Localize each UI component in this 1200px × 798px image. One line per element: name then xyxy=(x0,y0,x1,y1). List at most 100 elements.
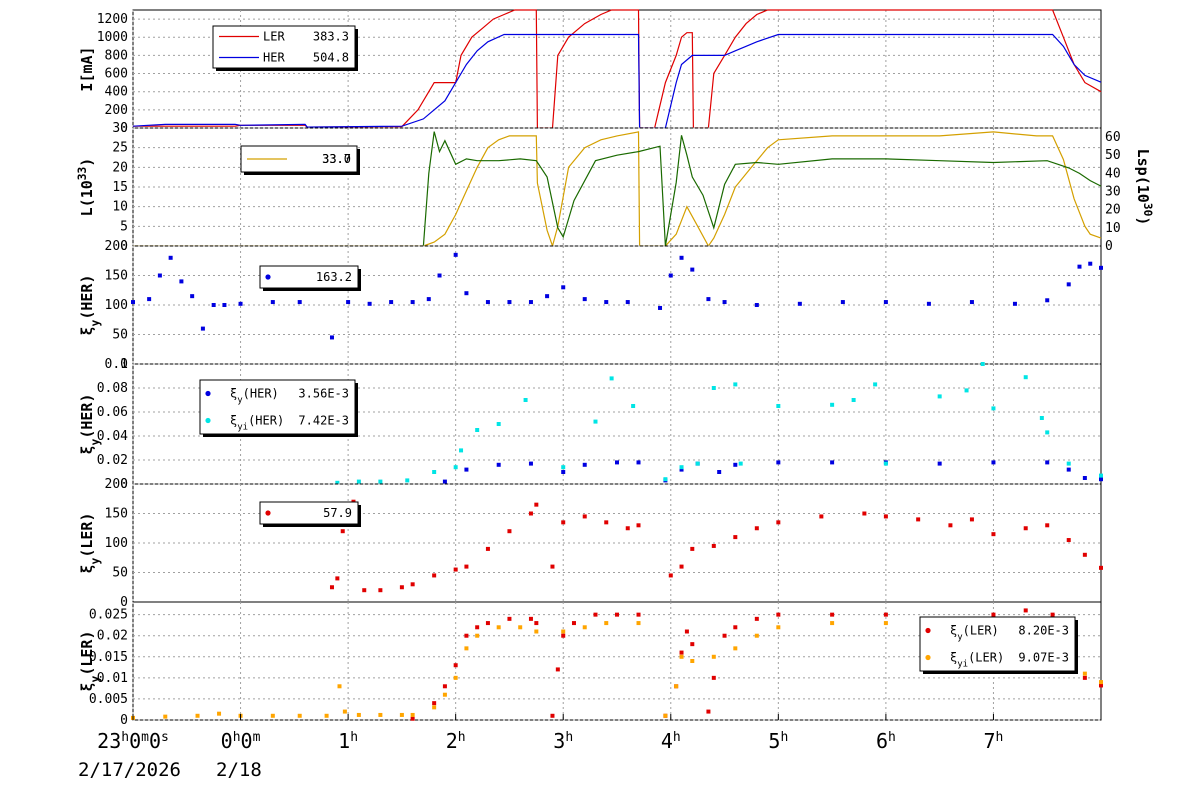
panel-4-series-2-point xyxy=(453,465,458,470)
panel-6-series-1-point xyxy=(776,612,781,617)
panel-6-series-2-point xyxy=(582,625,587,630)
panel-2-ytick-label: 20 xyxy=(112,160,128,175)
panel-4-series-2-point xyxy=(964,388,969,393)
panel-6-series-1-point xyxy=(1050,612,1055,617)
panel-5-legend xyxy=(259,501,359,525)
panel-5-ytick-label: 200 xyxy=(105,477,128,492)
panel-4-series-2-point xyxy=(663,477,668,482)
panel-4-series-2-point xyxy=(356,479,361,484)
panel-6-series-1-point xyxy=(615,612,619,617)
panel-2-legend-value-2: 33.7 xyxy=(322,152,351,166)
panel-3-series-1-point xyxy=(222,303,227,307)
panel-4-legend-value: 7.42E-3 xyxy=(298,414,349,428)
panel-5-series-1-point xyxy=(1082,552,1087,557)
panel-4-series-2-point xyxy=(561,465,566,470)
panel-6-series-2-point xyxy=(410,712,415,717)
panel-2-y2tick-label: 40 xyxy=(1105,166,1121,181)
panel-3-series-1-point xyxy=(1088,261,1093,266)
panel-6-series-1-point xyxy=(410,716,415,721)
panel-5-series-1-point xyxy=(329,585,334,590)
panel-1-ytick-label: 1200 xyxy=(97,12,128,27)
panel-4-legend-value: 3.56E-3 xyxy=(298,387,349,401)
panel-5-ytick-label: 0 xyxy=(120,595,128,610)
panel-5-series-1-point xyxy=(1066,538,1071,543)
panel-5-ytick-label: 100 xyxy=(105,536,128,551)
panel-3-series-1-point xyxy=(1077,264,1082,269)
panel-4-series-1-point xyxy=(1099,477,1103,482)
panel-5-series-1-point xyxy=(604,520,609,525)
panel-2-ytick-label: 10 xyxy=(112,200,128,215)
panel-4-series-2-point xyxy=(679,465,684,470)
panel-3-series-1-point xyxy=(561,285,566,290)
x-time-label: 2h xyxy=(446,729,466,753)
panel-6-series-2-point xyxy=(356,712,361,717)
panel-3-series-1-point xyxy=(346,300,351,305)
panel-6-series-2-point xyxy=(604,621,609,626)
panel-6-series-2-point xyxy=(1082,671,1087,676)
panel-3-series-1-point xyxy=(604,300,609,305)
panel-4-ytick-label: 0.06 xyxy=(97,405,128,420)
panel-4-ylabel: ξy(HER) xyxy=(78,394,102,455)
panel-6-series-2-point xyxy=(754,633,759,638)
panel-6-series-2-point xyxy=(378,712,383,717)
panel-4-series-2-point xyxy=(459,448,464,453)
panel-6-ytick-label: 0.015 xyxy=(89,650,128,665)
panel-6-series-1-point xyxy=(684,629,689,634)
panel-6-legend-value: 9.07E-3 xyxy=(1018,651,1069,665)
panel-6-ytick-label: 0.02 xyxy=(97,629,128,644)
panel-1-ytick-label: 400 xyxy=(105,85,128,100)
panel-5-series-1-point xyxy=(969,517,974,522)
panel-6-ytick-label: 0.01 xyxy=(97,671,128,686)
panel-6-series-1-point xyxy=(1082,675,1087,680)
panel-3-series-1-point xyxy=(690,267,695,272)
panel-5-series-1-point xyxy=(340,529,345,534)
panel-3-series-1-point xyxy=(200,326,205,331)
panel-3-series-1-point xyxy=(211,303,216,307)
panel-4-legend xyxy=(199,379,356,435)
panel-6-series-1-point xyxy=(690,642,695,647)
panel-6-series-1-point xyxy=(550,713,555,718)
panel-6-series-1-point xyxy=(706,709,711,714)
panel-6-series-1-point xyxy=(453,663,458,668)
panel-1-legend xyxy=(212,25,356,69)
panel-6-series-1-point xyxy=(464,633,469,638)
panel-3-ytick-label: 200 xyxy=(105,239,128,254)
panel-6-series-2-point xyxy=(163,714,168,719)
panel-6-series-1-point xyxy=(733,625,738,630)
panel-4-series-2-point xyxy=(1045,430,1050,435)
panel-4-series-2-point xyxy=(335,480,340,485)
panel-4-series-2-point xyxy=(1066,461,1071,466)
panel-5-ytick-label: 150 xyxy=(105,507,128,522)
panel-6-series-2-point xyxy=(636,621,641,626)
panel-6-legend xyxy=(919,616,1076,672)
panel-3-legend-marker xyxy=(265,274,271,280)
panel-4-series-1-point xyxy=(464,467,469,472)
panel-4-series-2-point xyxy=(695,461,700,466)
panel-4-series-2-point xyxy=(937,394,942,399)
panel-3-series-1-point xyxy=(840,300,845,305)
panel-3-series-1-point xyxy=(797,301,802,306)
panel-5-series-1-point xyxy=(485,546,490,551)
panel-3-ytick-label: 150 xyxy=(105,269,128,284)
panel-4-series-2-point xyxy=(378,479,383,484)
panel-4-series-2-point xyxy=(405,478,410,483)
panel-6-series-2-point xyxy=(733,646,738,651)
panel-3-series-1-point xyxy=(528,300,533,305)
x-time-label: 5h xyxy=(768,729,788,753)
panel-5-series-1-point xyxy=(534,502,539,507)
panel-2-y2tick-label: 20 xyxy=(1105,203,1121,218)
panel-4-series-2-point xyxy=(432,470,437,474)
panel-6-ylabel: ξy(LER) xyxy=(78,631,102,692)
panel-6-series-2-point xyxy=(830,621,835,626)
panel-6-series-2-point xyxy=(195,713,200,718)
panel-4-series-1-point xyxy=(442,479,447,484)
panel-6-series-1-point xyxy=(754,616,759,621)
panel-5-series-1-point xyxy=(1023,526,1028,531)
panel-2-y2label: Lsp(1030) xyxy=(1134,149,1155,226)
panel-6-series-2-point xyxy=(337,684,342,689)
panel-4-series-2-point xyxy=(873,382,878,387)
panel-3-series-1-point xyxy=(668,273,673,278)
panel-4-series-2-point xyxy=(851,398,856,402)
panel-5-series-1-point xyxy=(582,514,587,519)
panel-2-y2tick-label: 30 xyxy=(1105,185,1121,200)
